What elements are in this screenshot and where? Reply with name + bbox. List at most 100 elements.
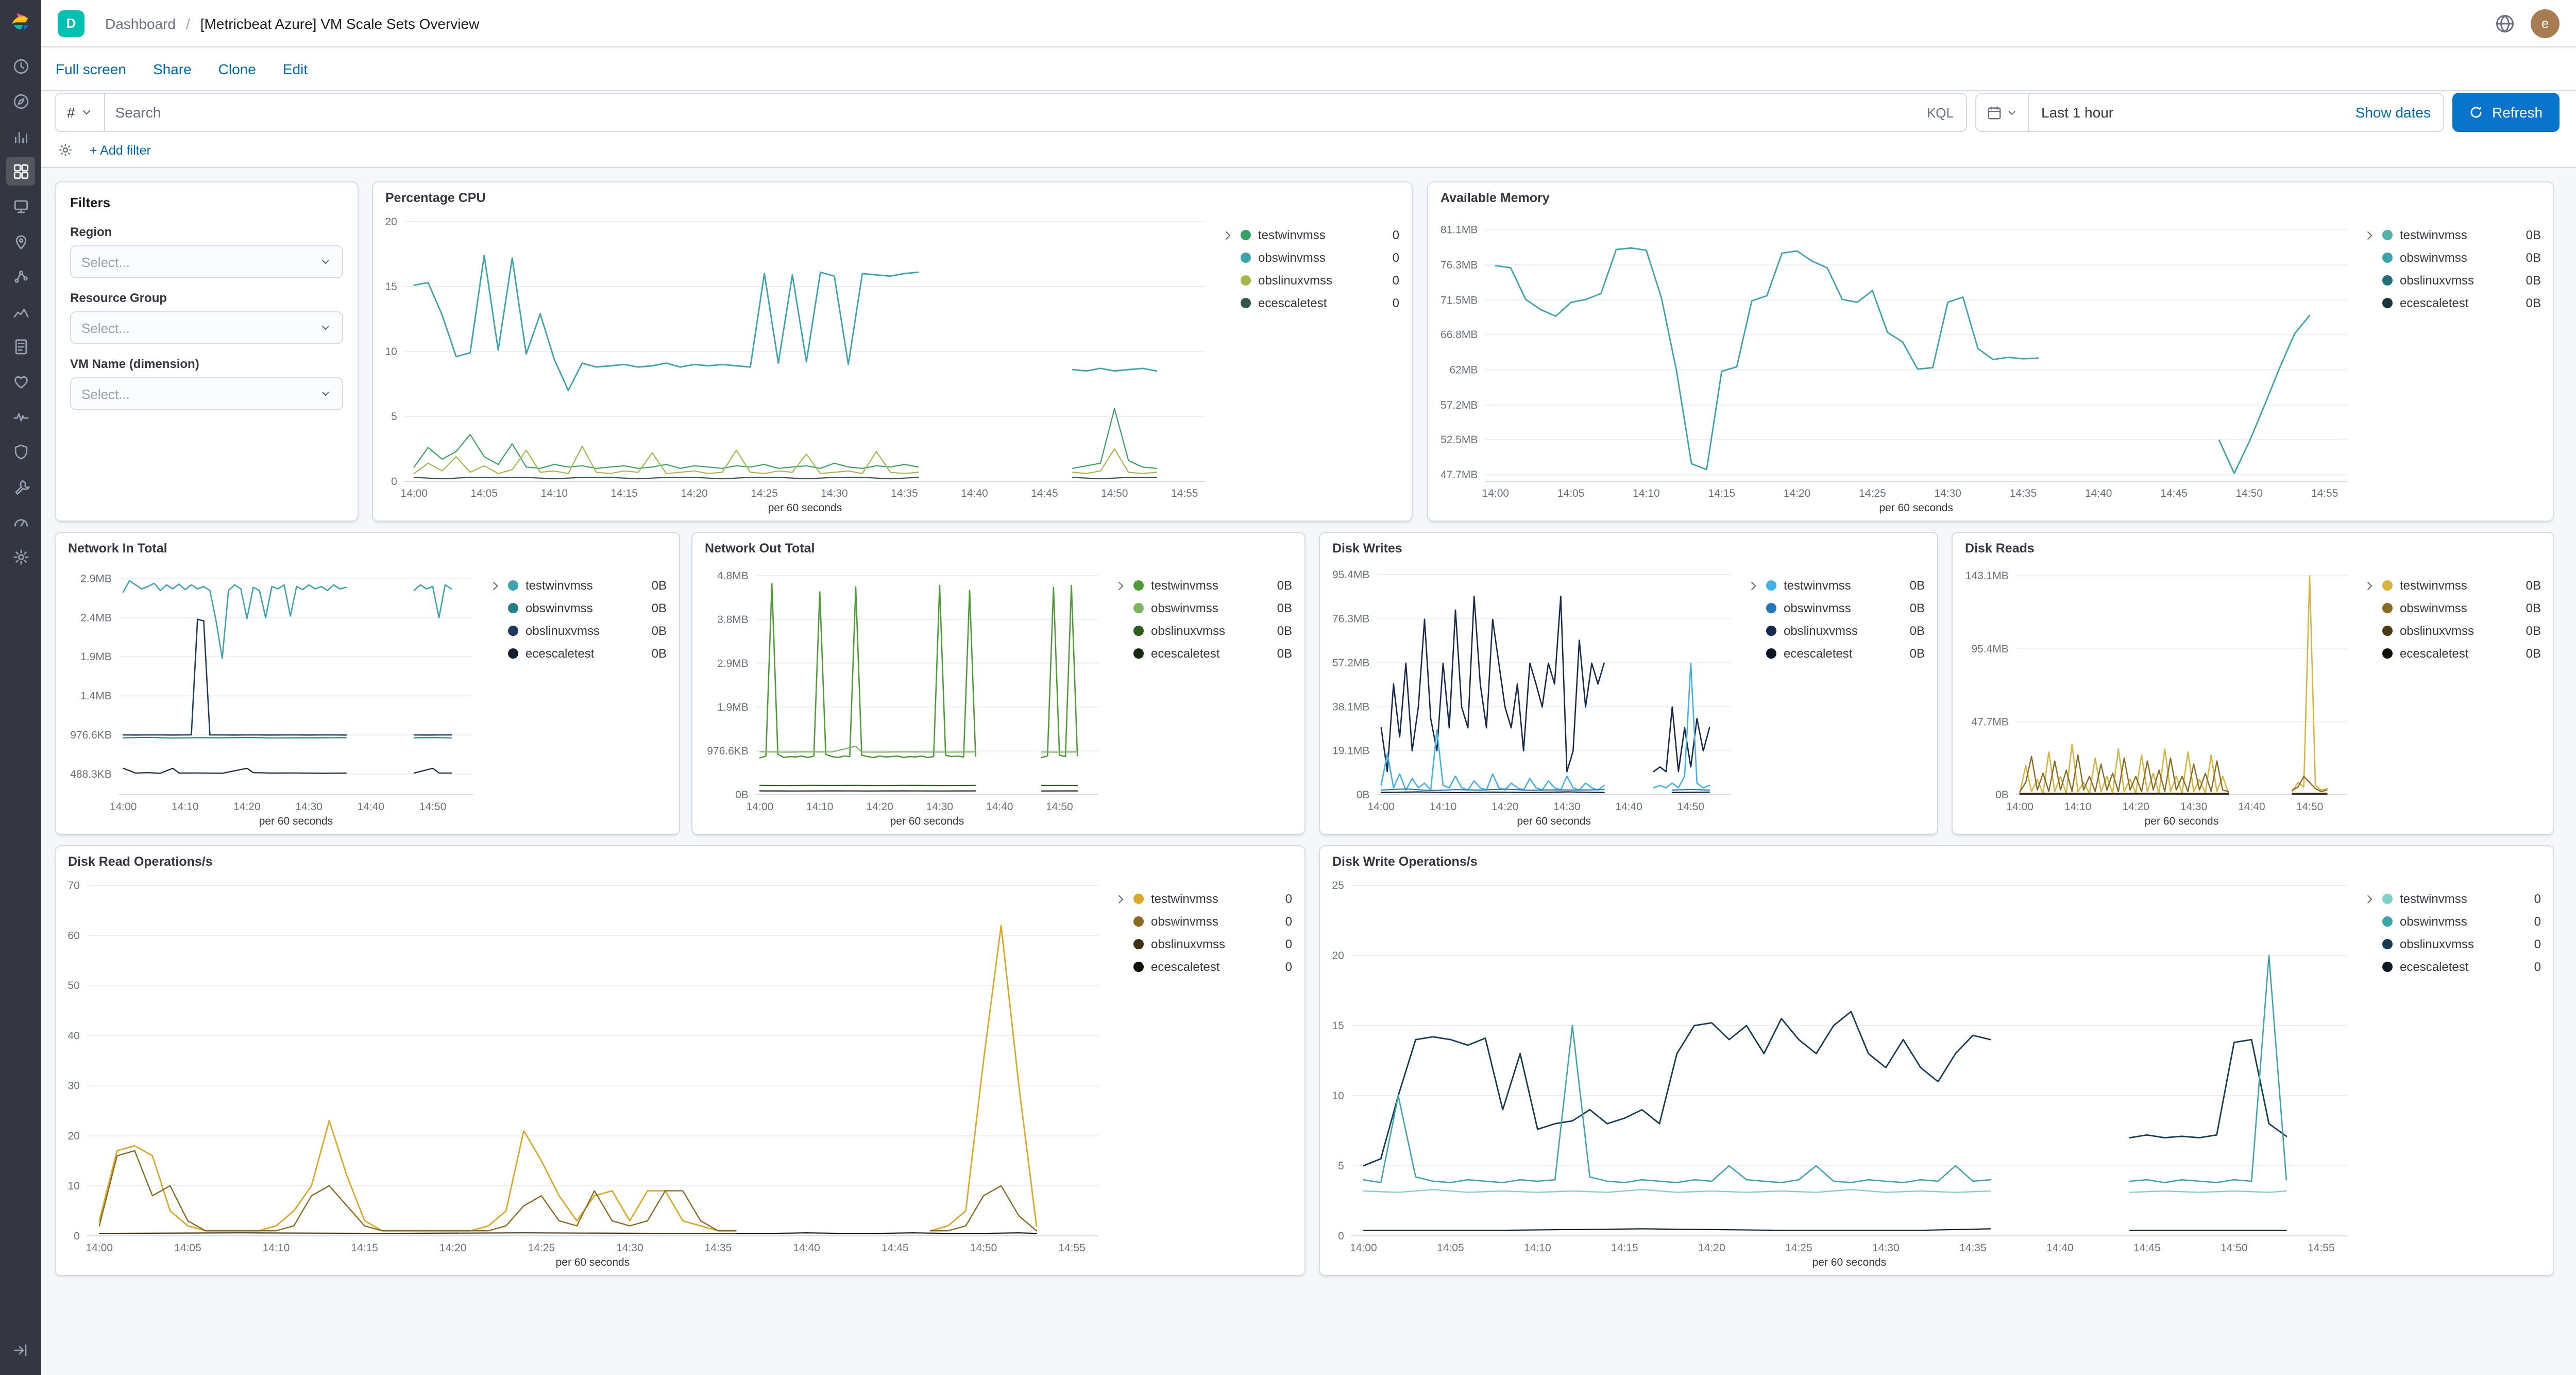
series-value: 0 — [2534, 892, 2541, 906]
management-icon[interactable] — [6, 542, 35, 571]
legend-item-obswinvmss[interactable]: obswinvmss 0 — [2380, 910, 2543, 933]
vm-name-select[interactable]: Select... — [70, 377, 343, 410]
recently-viewed-icon[interactable] — [6, 52, 35, 80]
legend-collapse-icon[interactable] — [1111, 562, 1129, 830]
legend-collapse-icon[interactable] — [2360, 875, 2378, 1271]
edit-button[interactable]: Edit — [282, 61, 308, 77]
machine-learning-icon[interactable] — [6, 262, 35, 291]
space-avatar[interactable]: D — [58, 10, 84, 37]
dashboard-icon[interactable] — [6, 157, 35, 186]
svg-text:14:30: 14:30 — [1553, 801, 1581, 813]
svg-text:71.5MB: 71.5MB — [1440, 294, 1478, 306]
legend-collapse-icon[interactable] — [485, 562, 504, 830]
legend-item-obswinvmss[interactable]: obswinvmss 0B — [2380, 597, 2543, 619]
legend-item-ecescaletest[interactable]: ecescaletest 0B — [1764, 642, 1927, 665]
elastic-logo[interactable] — [9, 10, 32, 33]
full-screen-button[interactable]: Full screen — [56, 61, 126, 77]
saved-query-menu-button[interactable]: # — [56, 94, 105, 131]
region-select[interactable]: Select... — [70, 245, 343, 278]
svg-text:14:25: 14:25 — [751, 488, 778, 499]
legend-collapse-icon[interactable] — [2360, 562, 2378, 830]
user-avatar[interactable]: e — [2531, 9, 2560, 38]
series-name: testwinvmss — [2400, 892, 2467, 906]
legend-item-obswinvmss[interactable]: obswinvmss 0 — [1239, 246, 1401, 269]
siem-icon[interactable] — [6, 437, 35, 466]
legend-item-testwinvmss[interactable]: testwinvmss 0 — [1131, 887, 1294, 910]
series-value: 0B — [2526, 228, 2541, 242]
legend-item-obslinuxvmss[interactable]: obslinuxvmss 0 — [2380, 933, 2543, 955]
percentage-cpu-chart: 0 5 10 15 20 14:00 14:05 14:10 14:15 14:20 14:25 14… — [385, 216, 1206, 514]
legend-item-obswinvmss[interactable]: obswinvmss 0B — [2380, 246, 2543, 269]
series-color-dot — [2382, 275, 2393, 286]
legend-item-testwinvmss[interactable]: testwinvmss 0 — [2380, 887, 2543, 910]
region-select-placeholder: Select... — [81, 254, 130, 270]
stack-monitoring-icon[interactable] — [6, 507, 35, 536]
breadcrumb-dashboard[interactable]: Dashboard — [105, 15, 176, 31]
legend-item-ecescaletest[interactable]: ecescaletest 0B — [506, 642, 669, 665]
visualize-icon[interactable] — [6, 122, 35, 150]
legend-item-obswinvmss[interactable]: obswinvmss 0B — [1131, 597, 1294, 619]
legend-item-testwinvmss[interactable]: testwinvmss 0B — [506, 574, 669, 597]
share-button[interactable]: Share — [152, 61, 192, 77]
region-label: Region — [70, 225, 112, 239]
legend-item-ecescaletest[interactable]: ecescaletest 0 — [1131, 955, 1294, 978]
legend-item-obswinvmss[interactable]: obswinvmss 0B — [1764, 597, 1927, 619]
svg-text:14:10: 14:10 — [541, 488, 568, 499]
filter-settings-icon[interactable] — [58, 142, 73, 158]
legend-item-ecescaletest[interactable]: ecescaletest 0B — [2380, 642, 2543, 665]
show-dates-button[interactable]: Show dates — [2355, 104, 2431, 121]
metrics-icon[interactable] — [6, 297, 35, 326]
legend-item-obslinuxvmss[interactable]: obslinuxvmss 0 — [1239, 269, 1401, 292]
legend-item-testwinvmss[interactable]: testwinvmss 0 — [1239, 224, 1401, 246]
series-color-dot — [2382, 230, 2393, 240]
svg-text:0: 0 — [391, 476, 397, 488]
svg-text:70: 70 — [67, 880, 79, 892]
maps-icon[interactable] — [6, 227, 35, 256]
legend-item-ecescaletest[interactable]: ecescaletest 0B — [1131, 642, 1294, 665]
calendar-menu-button[interactable] — [1976, 94, 2029, 131]
svg-text:per 60 seconds: per 60 seconds — [1517, 815, 1591, 827]
legend-item-obslinuxvmss[interactable]: obslinuxvmss 0B — [506, 619, 669, 642]
legend-item-obslinuxvmss[interactable]: obslinuxvmss 0 — [1131, 933, 1294, 955]
apm-icon[interactable] — [6, 402, 35, 431]
legend-collapse-icon[interactable] — [1111, 875, 1129, 1271]
legend-item-testwinvmss[interactable]: testwinvmss 0B — [1764, 574, 1927, 597]
query-language-button[interactable]: KQL — [1926, 105, 1954, 120]
legend-item-obslinuxvmss[interactable]: obslinuxvmss 0B — [1764, 619, 1927, 642]
series-value: 0B — [2526, 601, 2541, 615]
search-input[interactable] — [105, 104, 1914, 121]
legend-item-obslinuxvmss[interactable]: obslinuxvmss 0B — [2380, 269, 2543, 292]
discover-icon[interactable] — [6, 87, 35, 115]
refresh-button[interactable]: Refresh — [2452, 93, 2560, 132]
series-color-dot — [2382, 253, 2393, 263]
svg-text:14:20: 14:20 — [233, 801, 261, 813]
legend-item-testwinvmss[interactable]: testwinvmss 0B — [2380, 574, 2543, 597]
add-filter-button[interactable]: + Add filter — [90, 143, 151, 157]
legend-item-testwinvmss[interactable]: testwinvmss 0B — [2380, 224, 2543, 246]
legend-collapse-icon[interactable] — [1218, 211, 1236, 516]
dev-tools-icon[interactable] — [6, 472, 35, 501]
legend-item-ecescaletest[interactable]: ecescaletest 0 — [1239, 292, 1401, 314]
legend-item-ecescaletest[interactable]: ecescaletest 0B — [2380, 292, 2543, 314]
legend-item-obswinvmss[interactable]: obswinvmss 0B — [506, 597, 669, 619]
legend-item-obslinuxvmss[interactable]: obslinuxvmss 0B — [1131, 619, 1294, 642]
uptime-icon[interactable] — [6, 367, 35, 396]
vm-name-select-placeholder: Select... — [81, 386, 130, 401]
legend-item-obslinuxvmss[interactable]: obslinuxvmss 0B — [2380, 619, 2543, 642]
logs-icon[interactable] — [6, 332, 35, 361]
svg-text:14:45: 14:45 — [1031, 488, 1058, 499]
legend-collapse-icon[interactable] — [2360, 211, 2378, 516]
legend-item-obswinvmss[interactable]: obswinvmss 0 — [1131, 910, 1294, 933]
legend-item-testwinvmss[interactable]: testwinvmss 0B — [1131, 574, 1294, 597]
legend-item-ecescaletest[interactable]: ecescaletest 0 — [2380, 955, 2543, 978]
clone-button[interactable]: Clone — [218, 61, 256, 77]
legend-collapse-icon[interactable] — [1743, 562, 1762, 830]
canvas-icon[interactable] — [6, 192, 35, 221]
collapse-menu-icon[interactable] — [6, 1336, 35, 1365]
time-range-value[interactable]: Last 1 hour — [2041, 104, 2114, 121]
resource-group-select[interactable]: Select... — [70, 311, 343, 344]
series-color-dot — [1133, 916, 1144, 927]
cloud-deployment-icon[interactable] — [2494, 12, 2516, 35]
disk-writes-chart: 0B 19.1MB 38.1MB 57.2MB 76.3MB 95.4MB 14:00 14:… — [1332, 569, 1731, 827]
